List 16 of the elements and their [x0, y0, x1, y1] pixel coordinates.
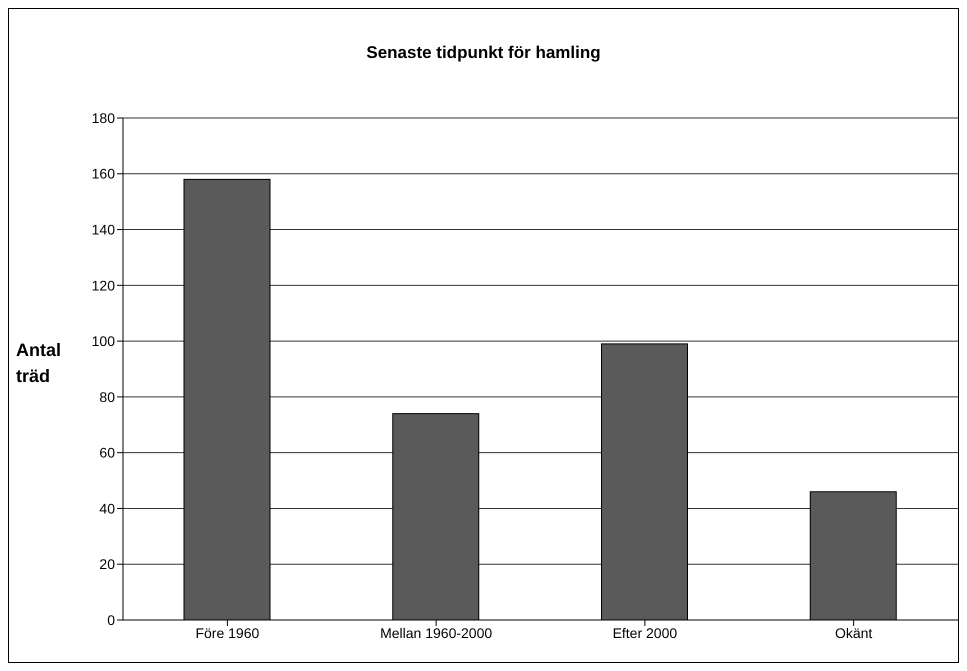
y-tick-label: 180	[92, 110, 116, 126]
x-tick-label: Okänt	[834, 624, 872, 641]
y-tick-label: 160	[92, 166, 116, 182]
y-tick-label: 100	[92, 333, 116, 350]
x-tick-label: Före 1960	[195, 624, 260, 641]
x-tick-label: Mellan 1960-2000	[380, 624, 492, 641]
y-tick-label: 40	[99, 500, 116, 516]
chart-title: Senaste tidpunkt för hamling	[365, 43, 602, 63]
y-tick-label: 140	[92, 222, 116, 238]
y-tick-label: 0	[107, 612, 116, 628]
y-axis-title: Antal träd	[16, 339, 62, 388]
y-tick-label: 60	[99, 444, 116, 461]
y-tick-label: 80	[99, 388, 116, 405]
y-tick-label: 120	[92, 277, 116, 294]
x-tick-label: Efter 2000	[612, 624, 678, 641]
y-tick-label: 20	[99, 556, 116, 572]
